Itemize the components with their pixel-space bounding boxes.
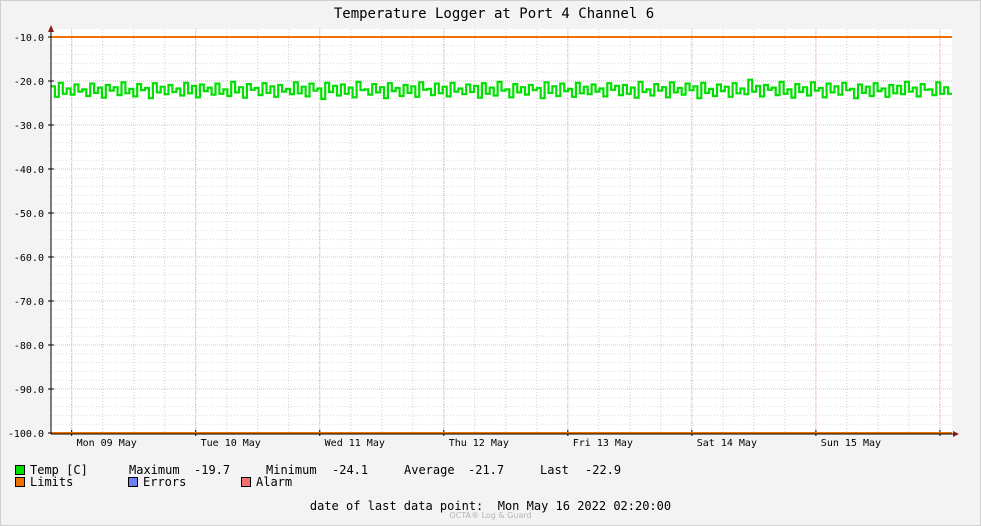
x-tick-label: Thu 12 May	[449, 438, 509, 449]
y-tick-label: -90.0	[14, 385, 44, 396]
temperature-chart: Temperature Logger at Port 4 Channel 6 -…	[8, 6, 959, 449]
max-label: Maximum	[129, 463, 180, 477]
x-tick-label: Fri 13 May	[573, 438, 633, 449]
y-tick-label: -40.0	[14, 165, 44, 176]
min-label: Minimum	[266, 463, 317, 477]
y-axis-arrow	[48, 25, 54, 32]
plot-area	[51, 29, 952, 434]
alarm-swatch	[241, 477, 251, 487]
alarm-legend-label: Alarm	[256, 475, 293, 489]
limits-swatch	[15, 477, 25, 487]
y-tick-label: -70.0	[14, 297, 44, 308]
chart-title: Temperature Logger at Port 4 Channel 6	[334, 6, 654, 22]
y-tick-label: -10.0	[14, 33, 44, 44]
x-tick-label: Sat 14 May	[697, 438, 757, 449]
y-axis-ticks: -10.0 -20.0 -30.0 -40.0 -50.0 -60.0 -70.0 -80.0…	[8, 33, 54, 440]
errors-legend-label: Errors	[143, 475, 187, 489]
legend-row-temp: Temp [C] Maximum -19.7 Minimum -24.1 Ave…	[15, 463, 621, 477]
y-tick-label: -80.0	[14, 341, 44, 352]
watermark: OCTA® Log & Guard	[449, 511, 532, 520]
avg-label: Average	[404, 463, 455, 477]
temp-legend-label: Temp [C]	[30, 463, 88, 477]
y-tick-label: -50.0	[14, 209, 44, 220]
max-value: -19.7	[194, 463, 231, 477]
x-tick-label: Tue 10 May	[201, 438, 261, 449]
min-value: -24.1	[332, 463, 369, 477]
last-data-point-label: date of last data point:	[309, 499, 484, 513]
legend-row-limits: Limits Errors Alarm	[15, 475, 292, 489]
x-tick-label: Sun 15 May	[821, 438, 881, 449]
last-data-point-footer: date of last data point: Mon May 16 2022…	[0, 499, 981, 513]
y-tick-label: -100.0	[8, 429, 44, 440]
limits-legend-label: Limits	[30, 475, 74, 489]
avg-value: -21.7	[468, 463, 505, 477]
series-layer	[51, 36, 952, 434]
y-tick-label: -20.0	[14, 77, 44, 88]
y-tick-label: -30.0	[14, 121, 44, 132]
temp-series-line	[51, 78, 952, 101]
last-value: -22.9	[585, 463, 622, 477]
errors-swatch	[128, 477, 138, 487]
x-tick-label: Mon 09 May	[77, 438, 137, 449]
temp-swatch	[15, 465, 25, 475]
x-tick-label: Wed 11 May	[325, 438, 385, 449]
x-axis-ticks: Mon 09 May Tue 10 May Wed 11 May Thu 12 May…	[71, 430, 941, 449]
x-axis-arrow	[953, 431, 959, 437]
axes	[48, 25, 959, 437]
last-data-point-value: Mon May 16 2022 02:20:00	[497, 499, 672, 513]
y-tick-label: -60.0	[14, 253, 44, 264]
last-label: Last	[540, 463, 569, 477]
